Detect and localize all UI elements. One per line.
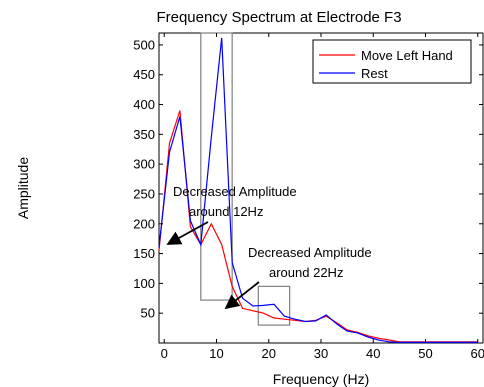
y-tick-label: 150 bbox=[133, 246, 155, 261]
annotation-22hz-line1: Decreased Amplitude bbox=[248, 245, 372, 260]
y-tick-label: 500 bbox=[133, 37, 155, 52]
y-tick-label: 250 bbox=[133, 186, 155, 201]
x-tick-label: 60 bbox=[471, 346, 484, 361]
legend-box bbox=[312, 39, 472, 84]
x-axis-label: Frequency (Hz) bbox=[273, 371, 369, 387]
x-axis-ticks: 0 10 20 30 40 50 60 bbox=[161, 33, 484, 361]
legend-label-move-left-hand: Move Left Hand bbox=[361, 48, 453, 63]
annotation-12hz-arrow bbox=[166, 221, 209, 245]
legend: Move Left Hand Rest bbox=[312, 39, 472, 84]
chart-title: Frequency Spectrum at Electrode F3 bbox=[156, 9, 401, 26]
y-axis-ticks: 50 100 150 200 250 300 350 400 450 500 bbox=[133, 37, 483, 321]
series-line-rest bbox=[158, 37, 478, 343]
x-tick-label: 20 bbox=[262, 346, 276, 361]
plot-frame bbox=[158, 32, 484, 344]
annotation-12hz-line1: Decreased Amplitude bbox=[173, 184, 297, 199]
y-tick-label: 300 bbox=[133, 157, 155, 172]
y-axis-label: Amplitude bbox=[15, 157, 31, 219]
annotation-22hz-arrow bbox=[224, 281, 260, 310]
x-tick-label: 50 bbox=[418, 346, 432, 361]
series-lines bbox=[158, 37, 478, 343]
legend-label-rest: Rest bbox=[361, 66, 388, 81]
x-tick-label: 10 bbox=[209, 346, 223, 361]
y-tick-label: 100 bbox=[133, 276, 155, 291]
y-tick-label: 400 bbox=[133, 97, 155, 112]
y-tick-label: 50 bbox=[141, 306, 155, 321]
y-tick-label: 200 bbox=[133, 216, 155, 231]
annotation-22hz: Decreased Amplitude around 22Hz bbox=[224, 245, 372, 310]
annotation-12hz-line2: around 12Hz bbox=[189, 204, 263, 219]
y-tick-label: 450 bbox=[133, 67, 155, 82]
x-tick-label: 40 bbox=[366, 346, 380, 361]
x-tick-label: 30 bbox=[314, 346, 328, 361]
x-tick-label: 0 bbox=[161, 346, 168, 361]
annotation-12hz: Decreased Amplitude around 12Hz bbox=[166, 184, 297, 245]
y-tick-label: 350 bbox=[133, 127, 155, 142]
annotation-22hz-line2: around 22Hz bbox=[269, 265, 343, 280]
series-line-move-left-hand bbox=[158, 110, 478, 343]
